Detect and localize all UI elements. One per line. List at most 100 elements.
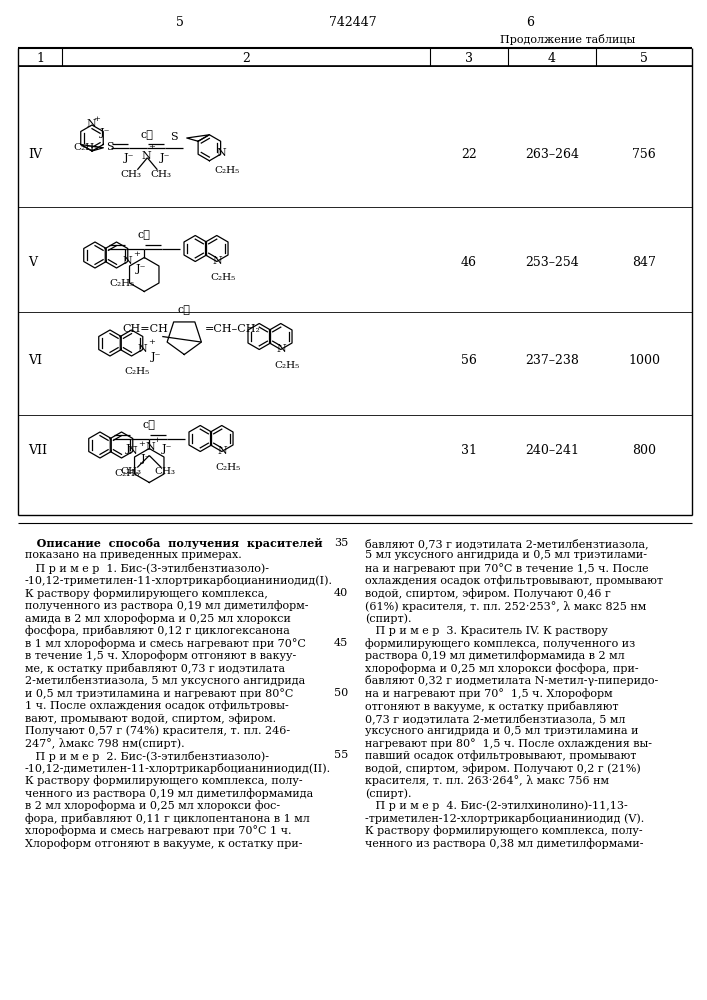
Text: cℓ: cℓ (138, 231, 151, 240)
Text: 50: 50 (334, 688, 348, 698)
Text: J⁻: J⁻ (160, 153, 170, 163)
Text: J⁻: J⁻ (136, 263, 146, 273)
Text: cℓ: cℓ (143, 420, 156, 430)
Text: К раствору формилирующего комплекса, полу-: К раствору формилирующего комплекса, пол… (25, 776, 303, 786)
Text: N: N (218, 446, 228, 456)
Text: 46: 46 (461, 255, 477, 268)
Text: =CH–CH₂: =CH–CH₂ (205, 324, 261, 334)
Text: 237–238: 237–238 (525, 354, 579, 366)
Text: Описание  способа  получения  красителей: Описание способа получения красителей (25, 538, 322, 549)
Text: ченного из раствора 0,38 мл диметилформами-: ченного из раствора 0,38 мл диметилформа… (365, 838, 643, 849)
Text: C₂H₅: C₂H₅ (109, 278, 134, 288)
Text: 253–254: 253–254 (525, 255, 579, 268)
Text: +: + (148, 338, 155, 346)
Text: 3: 3 (465, 51, 473, 64)
Text: VII: VII (28, 444, 47, 456)
Text: -триметилен-12-хлортрикарбоцианиниодид (V).: -триметилен-12-хлортрикарбоцианиниодид (… (365, 813, 644, 824)
Text: ченного из раствора 0,19 мл диметилформамида: ченного из раствора 0,19 мл диметилформа… (25, 788, 313, 799)
Text: охлаждения осадок отфильтровывают, промывают: охлаждения осадок отфильтровывают, промы… (365, 576, 663, 586)
Text: J⁻: J⁻ (124, 153, 134, 163)
Text: +: + (93, 115, 100, 123)
Text: N: N (123, 255, 133, 265)
Text: 1 ч. После охлаждения осадок отфильтровы-: 1 ч. После охлаждения осадок отфильтровы… (25, 700, 288, 711)
Text: C₂H₅: C₂H₅ (215, 464, 240, 473)
Text: CH₃: CH₃ (151, 170, 172, 179)
Text: N: N (146, 442, 155, 452)
Text: уксусного ангидрида и 0,5 мл триэтиламина и: уксусного ангидрида и 0,5 мл триэтиламин… (365, 726, 638, 736)
Text: N: N (217, 148, 226, 158)
Text: 5: 5 (176, 16, 184, 29)
Text: Получают 0,57 г (74%) красителя, т. пл. 246-: Получают 0,57 г (74%) красителя, т. пл. … (25, 726, 290, 736)
Text: V: V (28, 255, 37, 268)
Text: 2: 2 (242, 51, 250, 64)
Text: 6: 6 (526, 16, 534, 29)
Text: нагревают при 80°  1,5 ч. После охлаждения вы-: нагревают при 80° 1,5 ч. После охлаждени… (365, 738, 652, 749)
Text: в 1 мл хлороформа и смесь нагревают при 70°C: в 1 мл хлороформа и смесь нагревают при … (25, 638, 306, 649)
Text: 240–241: 240–241 (525, 444, 579, 456)
Text: N: N (138, 344, 148, 354)
Text: красителя, т. пл. 263·264°, λ макс 756 нм: красителя, т. пл. 263·264°, λ макс 756 н… (365, 776, 609, 786)
Text: на и нагревают при 70°C в течение 1,5 ч. После: на и нагревают при 70°C в течение 1,5 ч.… (365, 563, 648, 574)
Text: S: S (106, 142, 114, 152)
Text: вают, промывают водой, спиртом, эфиром.: вают, промывают водой, спиртом, эфиром. (25, 713, 276, 724)
Text: К раствору формилирующего комплекса, полу-: К раствору формилирующего комплекса, пол… (365, 826, 643, 836)
Text: 45: 45 (334, 638, 348, 648)
Text: полученного из раствора 0,19 мл диметилформ-: полученного из раствора 0,19 мл диметилф… (25, 600, 308, 611)
Text: показано на приведенных примерах.: показано на приведенных примерах. (25, 550, 242, 560)
Text: J⁻: J⁻ (162, 444, 173, 454)
Text: раствора 0,19 мл диметилформамида в 2 мл: раствора 0,19 мл диметилформамида в 2 мл (365, 650, 624, 661)
Text: +: + (153, 436, 160, 444)
Text: и 0,5 мл триэтиламина и нагревают при 80°C: и 0,5 мл триэтиламина и нагревают при 80… (25, 688, 293, 699)
Text: Продолжение таблицы: Продолжение таблицы (500, 34, 636, 45)
Text: 756: 756 (632, 148, 656, 161)
Text: фосфора, прибавляют 0,12 г циклогексанона: фосфора, прибавляют 0,12 г циклогексанон… (25, 626, 290, 637)
Text: бавляют 0,73 г иодэтилата 2-метилбензтиазола,: бавляют 0,73 г иодэтилата 2-метилбензтиа… (365, 538, 648, 549)
Text: отгоняют в вакууме, к остатку прибавляют: отгоняют в вакууме, к остатку прибавляют (365, 700, 619, 712)
Text: +: + (138, 440, 145, 448)
Text: хлороформа и 0,25 мл хлорокси фосфора, при-: хлороформа и 0,25 мл хлорокси фосфора, п… (365, 663, 638, 674)
Text: J⁻: J⁻ (126, 444, 136, 454)
Text: C₂H₅: C₂H₅ (74, 143, 98, 152)
Text: на и нагревают при 70°  1,5 ч. Хлороформ: на и нагревают при 70° 1,5 ч. Хлороформ (365, 688, 613, 699)
Text: 55: 55 (334, 750, 348, 760)
Text: 1: 1 (36, 51, 44, 64)
Text: 0,73 г иодэтилата 2-метилбензтиазола, 5 мл: 0,73 г иодэтилата 2-метилбензтиазола, 5 … (365, 713, 626, 724)
Text: ме, к остатку прибавляют 0,73 г иодэтилата: ме, к остатку прибавляют 0,73 г иодэтила… (25, 663, 285, 674)
Text: S: S (170, 132, 177, 142)
Text: бавляют 0,32 г иодметилата N-метил-γ-пиперидо-: бавляют 0,32 г иодметилата N-метил-γ-пип… (365, 676, 658, 686)
Text: C₂H₅: C₂H₅ (274, 361, 299, 370)
Text: 247°, λмакс 798 нм(спирт).: 247°, λмакс 798 нм(спирт). (25, 738, 185, 749)
Text: в течение 1,5 ч. Хлороформ отгоняют в вакуу-: в течение 1,5 ч. Хлороформ отгоняют в ва… (25, 650, 296, 661)
Text: 847: 847 (632, 255, 656, 268)
Text: 2-метилбензтиазола, 5 мл уксусного ангидрида: 2-метилбензтиазола, 5 мл уксусного ангид… (25, 676, 305, 686)
Text: -10,12-диметилен-11-хлортрикарбоцианиниодид(II).: -10,12-диметилен-11-хлортрикарбоцианинио… (25, 763, 331, 774)
Text: cℓ: cℓ (141, 130, 154, 140)
Text: (61%) красителя, т. пл. 252·253°, λ макс 825 нм: (61%) красителя, т. пл. 252·253°, λ макс… (365, 600, 646, 611)
Text: CH₃: CH₃ (155, 468, 176, 477)
Text: 40: 40 (334, 588, 348, 598)
Text: в 2 мл хлороформа и 0,25 мл хлорокси фос-: в 2 мл хлороформа и 0,25 мл хлорокси фос… (25, 800, 280, 811)
Text: К раствору формилирующего комплекса,: К раствору формилирующего комплекса, (25, 588, 268, 599)
Text: 800: 800 (632, 444, 656, 456)
Text: 1000: 1000 (628, 354, 660, 366)
Text: Хлороформ отгоняют в вакууме, к остатку при-: Хлороформ отгоняют в вакууме, к остатку … (25, 838, 303, 849)
Text: водой, спиртом, эфиром. Получают 0,2 г (21%): водой, спиртом, эфиром. Получают 0,2 г (… (365, 763, 641, 774)
Text: IV: IV (28, 148, 42, 161)
Text: амида в 2 мл хлороформа и 0,25 мл хлорокси: амида в 2 мл хлороформа и 0,25 мл хлорок… (25, 613, 291, 624)
Text: C₂H₅: C₂H₅ (114, 468, 139, 478)
Text: +: + (148, 143, 155, 151)
Text: J⁻: J⁻ (141, 454, 151, 464)
Text: J⁻: J⁻ (100, 128, 110, 138)
Text: N: N (213, 255, 223, 265)
Text: N: N (128, 446, 138, 456)
Text: CH₃: CH₃ (121, 468, 142, 477)
Text: (спирт).: (спирт). (365, 788, 411, 799)
Text: J⁻: J⁻ (151, 352, 161, 361)
Text: П р и м е р  2. Бис-(3-этилбензтиазоло)-: П р и м е р 2. Бис-(3-этилбензтиазоло)- (25, 750, 269, 762)
Text: 22: 22 (461, 148, 477, 161)
Text: формилирующего комплекса, полученного из: формилирующего комплекса, полученного из (365, 638, 635, 649)
Text: 35: 35 (334, 538, 348, 548)
Text: П р и м е р  4. Бис-(2-этилхинолино)-11,13-: П р и м е р 4. Бис-(2-этилхинолино)-11,1… (365, 800, 628, 811)
Text: +: + (133, 249, 140, 257)
Text: П р и м е р  3. Краситель IV. К раствору: П р и м е р 3. Краситель IV. К раствору (365, 626, 608, 636)
